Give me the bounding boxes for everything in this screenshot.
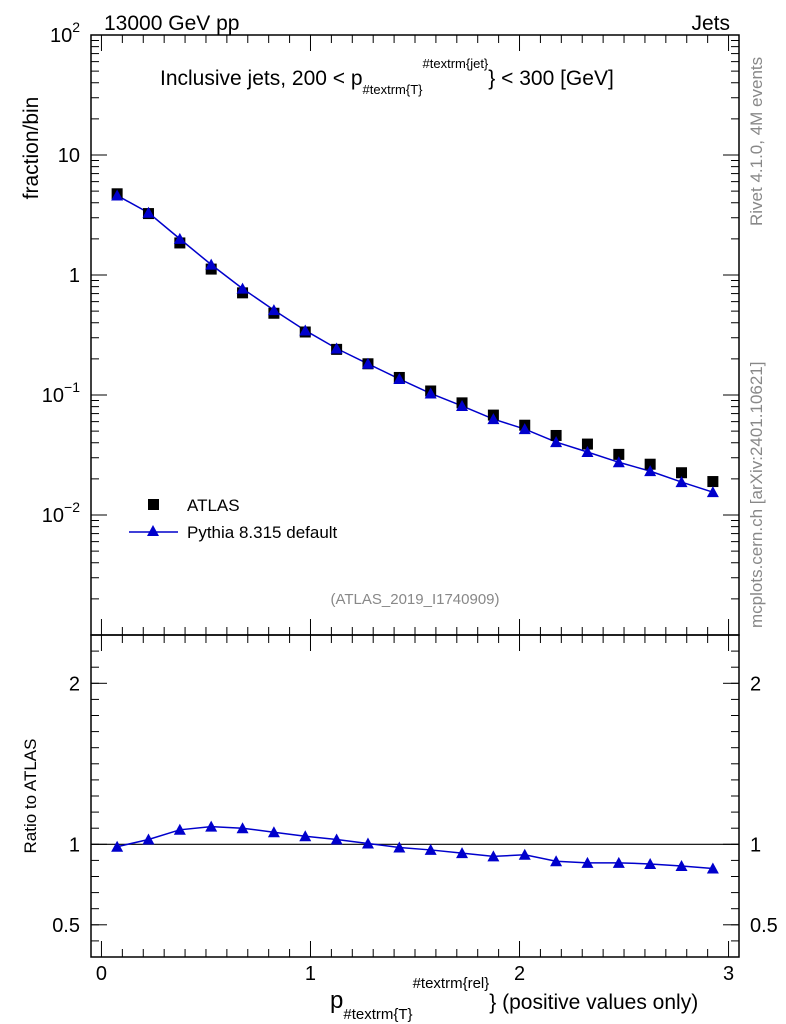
main-y-tick-label: 10 xyxy=(58,145,80,167)
ratio-pythia-point xyxy=(361,837,374,849)
ratio-pythia-point xyxy=(205,820,218,832)
ratio-series xyxy=(91,820,739,874)
ratio-y-tick-label: 1 xyxy=(69,834,80,856)
pythia-point xyxy=(111,189,124,201)
ratio-pythia-line xyxy=(116,825,713,870)
pythia-point xyxy=(205,258,218,270)
pythia-point xyxy=(518,423,531,435)
ratio-pythia-point xyxy=(675,860,688,872)
ratio-y-tick-label-right: 0.5 xyxy=(750,915,778,937)
ratio-pythia-point xyxy=(393,841,406,853)
pythia-point xyxy=(267,304,280,316)
ratio-pythia-point xyxy=(612,856,625,868)
pythia-point xyxy=(675,476,688,488)
pythia-point xyxy=(550,436,563,448)
pythia-point xyxy=(456,399,469,411)
x-tick-label: 0 xyxy=(96,963,107,985)
main-y-ticks: 102 10 1 10−1 10−2 xyxy=(42,19,739,636)
main-y-tick-label: 1 xyxy=(69,265,80,287)
ratio-y-tick-label: 0.5 xyxy=(52,915,80,937)
legend-atlas-label: ATLAS xyxy=(187,496,240,515)
pythia-point xyxy=(706,486,719,498)
ratio-pythia-point xyxy=(424,843,437,855)
atlas-point xyxy=(550,429,562,441)
main-y-axis-label: fraction/bin xyxy=(20,97,43,200)
ratio-pythia-point xyxy=(518,848,531,860)
main-title-sub: #textrm{T} xyxy=(363,82,424,97)
ratio-pythia-point xyxy=(267,826,280,838)
main-frame xyxy=(90,34,740,636)
legend-atlas-marker xyxy=(148,499,159,510)
ratio-y-tick-label-right: 2 xyxy=(750,673,761,695)
ratio-y-ticks: 0.5 0.5 1 1 2 2 xyxy=(52,634,778,958)
analysis-id-label: (ATLAS_2019_I1740909) xyxy=(330,591,499,608)
pythia-point xyxy=(487,413,500,425)
ratio-pythia-point xyxy=(550,855,563,867)
ratio-pythia-point xyxy=(330,833,343,845)
ratio-x-ticks: 0 1 2 3 xyxy=(96,635,734,985)
pythia-point xyxy=(299,324,312,336)
pythia-point xyxy=(330,342,343,354)
x-tick-label: 1 xyxy=(305,963,316,985)
main-title-sup: #textrm{jet} xyxy=(423,56,489,71)
main-panel: 102 10 1 10−1 10−2 fraction/bin Inclusive je… xyxy=(20,19,740,636)
pythia-point xyxy=(644,465,657,477)
main-title: Inclusive jets, 200 < p#textrm{T} #textrm… xyxy=(160,56,614,97)
atlas-point xyxy=(644,458,656,470)
ratio-pythia-point xyxy=(111,840,124,852)
main-title-tail: } < 300 [GeV] xyxy=(488,67,614,90)
header-left-label: 13000 GeV pp xyxy=(104,12,239,35)
x-axis-label-sub: #textrm{T} xyxy=(343,1006,412,1023)
atlas-point xyxy=(676,467,688,479)
pythia-point xyxy=(393,372,406,384)
x-axis-label-sup: #textrm{rel} xyxy=(413,975,490,992)
pythia-point xyxy=(361,357,374,369)
main-y-tick-label: 10−2 xyxy=(42,499,80,527)
ratio-y-tick-label-right: 1 xyxy=(750,834,761,856)
ratio-pythia-point xyxy=(236,822,249,834)
ratio-pythia-point xyxy=(173,823,186,835)
main-series xyxy=(111,188,719,498)
ratio-y-tick-label: 2 xyxy=(69,673,80,695)
ratio-pythia-point xyxy=(456,847,469,859)
atlas-point xyxy=(581,438,593,450)
main-x-ticks xyxy=(100,35,730,635)
legend-pythia-marker xyxy=(147,525,159,536)
pythia-line xyxy=(116,194,714,493)
ratio-y-axis-label: Ratio to ATLAS xyxy=(21,739,40,854)
mcplots-label: mcplots.cern.ch [arXiv:2401.10621] xyxy=(747,362,766,628)
x-axis-label: p#textrm{T}#textrm{rel}} (positive value… xyxy=(330,975,698,1023)
pythia-point xyxy=(424,387,437,399)
ratio-pythia-point xyxy=(581,856,594,868)
ratio-pythia-point xyxy=(487,850,500,862)
pythia-point xyxy=(581,445,594,457)
pythia-point xyxy=(173,232,186,244)
x-tick-label: 3 xyxy=(723,963,734,985)
ratio-pythia-point xyxy=(706,862,719,874)
ratio-pythia-point xyxy=(142,833,155,845)
legend-pythia-label: Pythia 8.315 default xyxy=(187,523,338,542)
x-axis-label-text: p xyxy=(330,987,343,1014)
main-y-tick-label: 102 xyxy=(50,19,80,47)
ratio-frame xyxy=(90,634,740,958)
rivet-label: Rivet 4.1.0, 4M events xyxy=(747,57,766,226)
atlas-point xyxy=(707,476,719,488)
header-right-label: Jets xyxy=(691,12,730,35)
pythia-point xyxy=(612,456,625,468)
legend: ATLAS Pythia 8.315 default xyxy=(129,496,338,542)
x-axis-label-tail: } (positive values only) xyxy=(489,991,698,1014)
pythia-point xyxy=(142,206,155,218)
ratio-pythia-point xyxy=(644,857,657,869)
x-tick-label: 2 xyxy=(514,963,525,985)
ratio-pythia-point xyxy=(299,830,312,842)
atlas-point xyxy=(613,448,625,460)
main-title-text: Inclusive jets, 200 < p xyxy=(160,67,363,90)
main-y-tick-label: 10−1 xyxy=(42,379,80,407)
pythia-point xyxy=(236,282,249,294)
